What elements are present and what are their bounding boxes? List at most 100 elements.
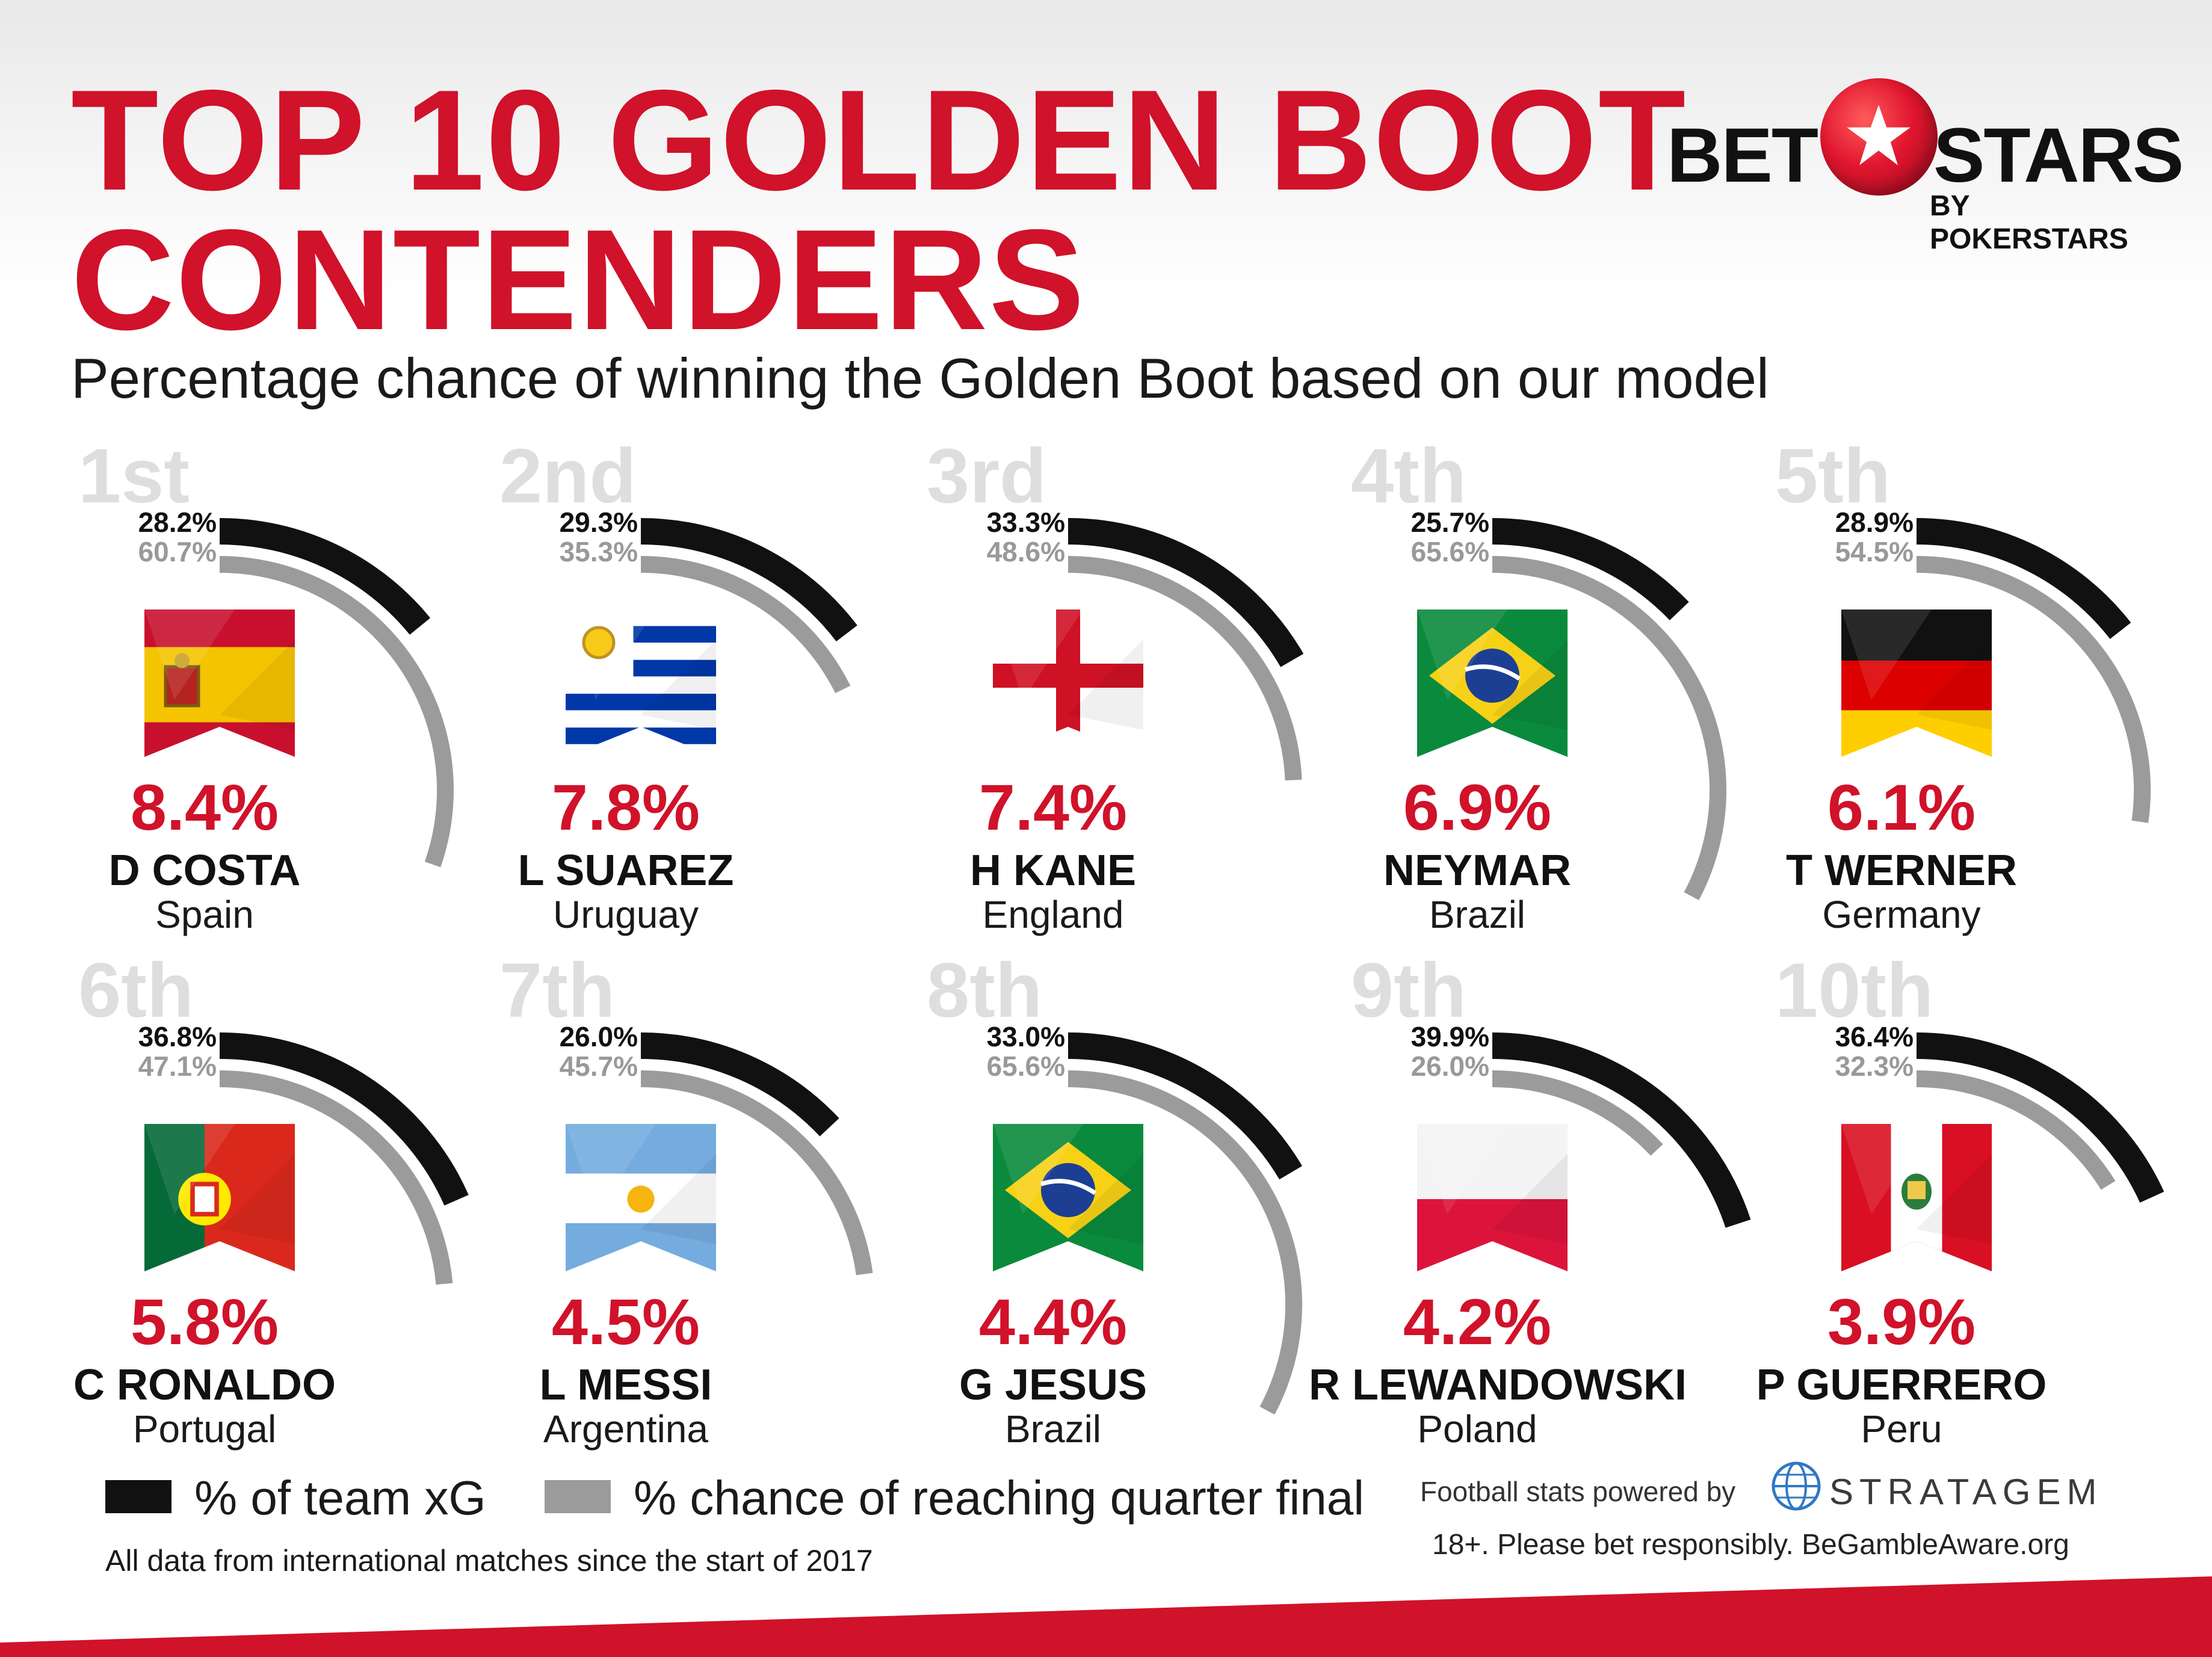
arc-gauge (1492, 518, 1726, 901)
rank-label: 2nd (499, 433, 637, 519)
page-title: TOP 10 GOLDEN BOOT CONTENDERS (71, 61, 1687, 352)
player-name: L MESSI (539, 1361, 712, 1409)
qf-arc (219, 556, 454, 868)
player-name: H KANE (969, 847, 1136, 895)
legend-qf-label: % chance of reaching quarter final (634, 1471, 1365, 1525)
england-flag (993, 609, 1143, 757)
rank-label: 7th (499, 948, 615, 1034)
win-chance-value: 7.4% (978, 771, 1128, 844)
win-chance-value: 7.8% (551, 771, 700, 844)
xg-arc (1067, 518, 1304, 667)
rank-label: 6th (78, 948, 194, 1034)
qf-percent-label: 48.6% (986, 536, 1065, 567)
player-country: Peru (1861, 1407, 1942, 1451)
xg-arc (1916, 1032, 2164, 1203)
xg-percent-label: 28.2% (138, 507, 217, 538)
player-country: Argentina (543, 1407, 708, 1451)
player-name: T WERNER (1786, 847, 2017, 895)
xg-arc (219, 1032, 469, 1206)
football-star-icon (1820, 78, 1938, 196)
rank-label: 9th (1351, 948, 1466, 1034)
win-chance-value: 4.5% (551, 1285, 700, 1358)
win-chance-value: 4.2% (1403, 1285, 1552, 1358)
player-country: England (982, 893, 1124, 936)
arc-gauge (1067, 518, 1304, 781)
player-card: 8th 33.0% 65.6% 4.4% G JESUS Brazil (921, 952, 1342, 1470)
player-country: Portugal (132, 1407, 277, 1451)
flag-pennant (566, 609, 716, 763)
peru-flag (1841, 1124, 1992, 1271)
stratagem-logo-text: STRATAGEM (1829, 1472, 2103, 1512)
rank-label: 1st (78, 433, 190, 519)
flag-pennant (1417, 1124, 1568, 1277)
xg-arc (1916, 518, 2131, 639)
xg-arc (1492, 1032, 1751, 1228)
player-country: Uruguay (553, 893, 699, 936)
rank-label: 5th (1775, 433, 1891, 519)
win-chance-value: 4.4% (978, 1285, 1128, 1358)
player-name: P GUERRERO (1756, 1361, 2047, 1409)
flag-pennant (1841, 609, 1992, 763)
qf-arc (1916, 556, 2151, 823)
brand-by-text: BY POKERSTARS (1930, 190, 2128, 255)
poland-flag (1417, 1124, 1568, 1271)
qf-arc (219, 1070, 453, 1285)
player-card: 3rd 33.3% 48.6% 7.4% H KANE England (921, 438, 1342, 955)
stratagem-globe-icon (1772, 1461, 1821, 1511)
qf-arc (1492, 556, 1726, 901)
uruguay-flag (566, 609, 716, 757)
win-chance-value: 3.9% (1827, 1285, 1976, 1358)
portugal-flag (144, 1124, 295, 1271)
player-name: G JESUS (959, 1361, 1148, 1409)
player-country: Germany (1822, 893, 1981, 936)
legend-xg-label: % of team xG (194, 1471, 486, 1525)
qf-arc (1916, 1070, 2116, 1190)
flag-pennant (1841, 1124, 1992, 1277)
brazil-flag (993, 1124, 1143, 1271)
win-chance-value: 5.8% (130, 1285, 279, 1358)
germany-flag (1841, 609, 1992, 757)
flag-pennant (144, 1124, 295, 1277)
qf-percent-label: 65.6% (1410, 536, 1489, 567)
player-card: 9th 39.9% 26.0% 4.2% R LEWANDOWSKI Poland (1309, 948, 1766, 1470)
qf-percent-label: 45.7% (559, 1051, 638, 1082)
title-line-1: TOP 10 GOLDEN BOOT (71, 61, 1687, 220)
rank-label: 4th (1351, 433, 1466, 519)
qf-percent-label: 65.6% (986, 1051, 1065, 1082)
player-card: 2nd 29.3% 35.3% 7.8% L SUAREZ Uruguay (493, 438, 915, 955)
player-country: Poland (1417, 1407, 1537, 1451)
qf-percent-label: 60.7% (138, 536, 217, 567)
flag-pennant (1417, 609, 1568, 763)
legend-qf-swatch (545, 1480, 611, 1513)
xg-percent-label: 28.9% (1835, 507, 1914, 538)
powered-by-text: Football stats powered by (1420, 1476, 1736, 1507)
qf-percent-label: 47.1% (138, 1051, 217, 1082)
arc-gauge (1492, 1032, 1751, 1228)
betstars-logo: BET STARS BY POKERSTARS (1667, 78, 2184, 255)
argentina-flag (566, 1124, 716, 1271)
xg-percent-label: 26.0% (559, 1021, 638, 1052)
flag-pennant (566, 1124, 716, 1277)
xg-percent-label: 25.7% (1410, 507, 1489, 538)
player-name: L SUAREZ (517, 847, 734, 895)
xg-percent-label: 33.0% (986, 1021, 1065, 1052)
qf-arc (640, 1070, 873, 1276)
flag-pennant (144, 609, 295, 763)
qf-arc (640, 556, 851, 694)
xg-arc (219, 518, 431, 635)
rank-label: 3rd (927, 433, 1047, 519)
win-chance-value: 6.9% (1403, 771, 1552, 844)
gamble-aware-disclaimer: 18+. Please bet responsibly. BeGambleAwa… (1432, 1529, 2069, 1561)
spain-flag (144, 609, 295, 757)
brand-stars-text: STARS (1933, 113, 2184, 199)
player-card: 4th 25.7% 65.6% 6.9% NEYMAR Brazil (1345, 438, 1766, 955)
footer-red-band (0, 1576, 2212, 1657)
xg-percent-label: 36.4% (1835, 1021, 1914, 1052)
player-card: 10th 36.4% 32.3% 3.9% P GUERRERO Peru (1756, 952, 2190, 1470)
page-subtitle: Percentage chance of winning the Golden … (71, 347, 1769, 410)
player-name: D COSTA (108, 847, 301, 895)
arc-gauge (1916, 1032, 2164, 1203)
qf-percent-label: 32.3% (1835, 1051, 1914, 1082)
qf-percent-label: 35.3% (559, 536, 638, 567)
player-country: Brazil (1429, 893, 1526, 936)
